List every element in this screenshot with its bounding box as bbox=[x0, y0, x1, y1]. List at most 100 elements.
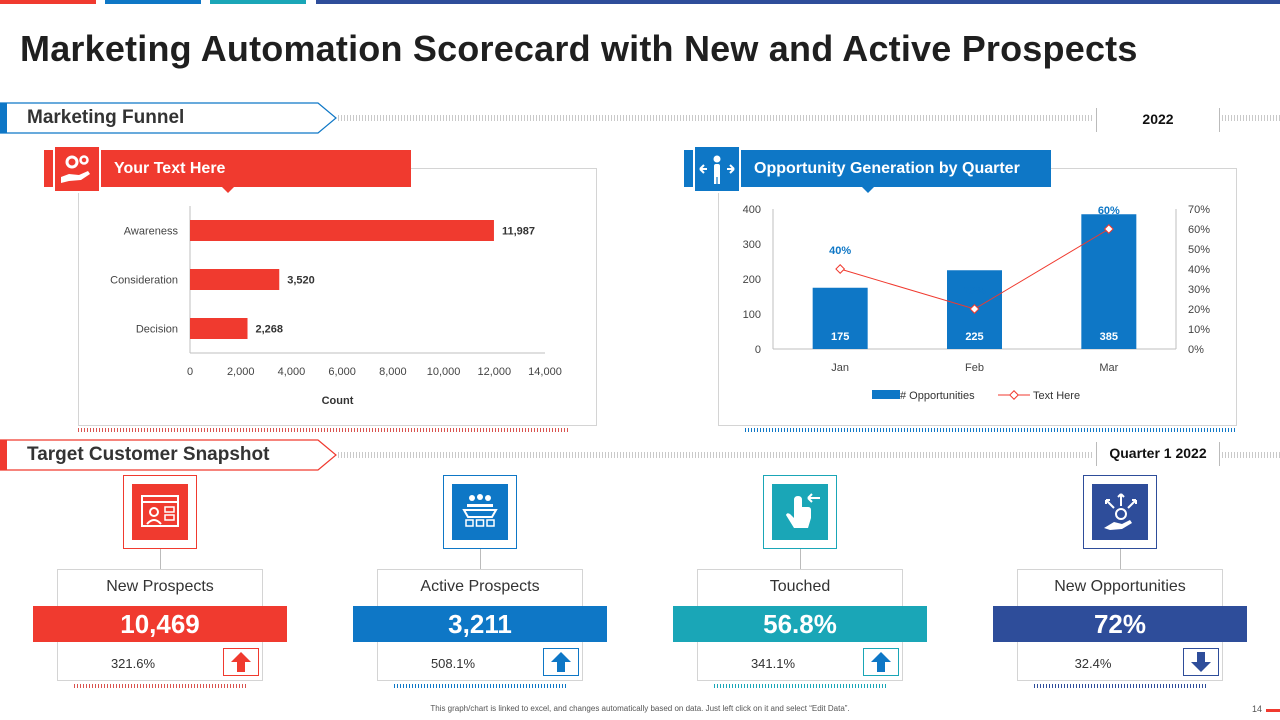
opp-y2-tick-label: 70% bbox=[1188, 204, 1210, 216]
funnel-banner-label: Your Text Here bbox=[114, 160, 226, 177]
opp-line-value-label: 40% bbox=[829, 245, 851, 257]
funnel-chart-panel bbox=[78, 168, 597, 426]
opp-bar bbox=[812, 287, 868, 349]
opp-y2-tick-label: 20% bbox=[1188, 304, 1210, 316]
legend-line-marker bbox=[1009, 390, 1019, 400]
funnel-panel-rule bbox=[78, 428, 570, 432]
kpi-label: New Opportunities bbox=[1054, 578, 1186, 595]
funnel-x-tick-label: 10,000 bbox=[427, 366, 461, 378]
top-accent-red bbox=[0, 0, 96, 4]
funnel-year: 2022 bbox=[1096, 108, 1220, 132]
opp-line-marker bbox=[1103, 224, 1114, 234]
legend-bar-swatch bbox=[872, 390, 900, 399]
snapshot-section-rule bbox=[338, 452, 1094, 458]
arrow-down-icon bbox=[1183, 648, 1219, 676]
kpi-change: 32.4% bbox=[1074, 656, 1112, 671]
funnel-value-label: 2,268 bbox=[256, 324, 284, 336]
opp-y-tick-label: 0 bbox=[755, 344, 761, 356]
arrow-up-icon bbox=[223, 648, 259, 676]
kpi-stem bbox=[480, 549, 481, 569]
gear-hand-icon bbox=[53, 145, 101, 193]
kpi-active-prospects-icon-box bbox=[443, 475, 517, 549]
opp-y2-tick-label: 30% bbox=[1188, 284, 1210, 296]
funnel-x-tick-label: 0 bbox=[187, 366, 193, 378]
opp-y2-tick-label: 10% bbox=[1188, 324, 1210, 336]
kpi-rule bbox=[74, 684, 246, 688]
opp-x-tick-label: Mar bbox=[1099, 362, 1118, 374]
funnel-x-tick-label: 6,000 bbox=[328, 366, 356, 378]
opp-y-tick-label: 300 bbox=[743, 239, 761, 251]
kpi-change: 321.6% bbox=[110, 656, 156, 671]
kpi-label: New Prospects bbox=[106, 578, 214, 595]
funnel-year-rule bbox=[1222, 115, 1280, 121]
top-accent-blue bbox=[105, 0, 201, 4]
kpi-value: 56.8% bbox=[673, 606, 927, 642]
funnel-bar bbox=[190, 269, 280, 290]
opp-y-tick-label: 100 bbox=[743, 309, 761, 321]
group-funnel-icon bbox=[452, 484, 508, 540]
snapshot-section-tab bbox=[0, 439, 337, 471]
opp-banner-pointer bbox=[861, 186, 875, 193]
kpi-stem bbox=[160, 549, 161, 569]
opp-x-tick-label: Feb bbox=[965, 362, 984, 374]
opp-line-marker bbox=[969, 304, 980, 314]
page-title: Marketing Automation Scorecard with New … bbox=[20, 28, 1138, 69]
funnel-section-label: Marketing Funnel bbox=[27, 107, 185, 128]
arrow-up-icon bbox=[863, 648, 899, 676]
funnel-banner bbox=[44, 150, 411, 187]
opp-y2-tick-label: 0% bbox=[1188, 344, 1204, 356]
kpi-stem bbox=[800, 549, 801, 569]
opp-x-tick-label: Jan bbox=[831, 362, 849, 374]
funnel-x-axis-title: Count bbox=[322, 395, 354, 407]
opp-y2-tick-label: 60% bbox=[1188, 224, 1210, 236]
snapshot-period: Quarter 1 2022 bbox=[1096, 442, 1220, 466]
opp-line-value-label: 60% bbox=[1098, 205, 1120, 217]
person-arrows-icon bbox=[693, 145, 741, 193]
kpi-label: Active Prospects bbox=[420, 578, 540, 595]
funnel-x-tick-label: 4,000 bbox=[278, 366, 306, 378]
kpi-stem bbox=[1120, 549, 1121, 569]
kpi-value: 72% bbox=[993, 606, 1247, 642]
opp-y2-tick-label: 50% bbox=[1188, 244, 1210, 256]
opp-banner-label: Opportunity Generation by Quarter bbox=[754, 160, 1020, 177]
funnel-bar-chart: Awareness 11,987 Consideration 3,520 Decisio… bbox=[110, 206, 562, 407]
kpi-value: 10,469 bbox=[33, 606, 287, 642]
funnel-banner-pointer bbox=[221, 186, 235, 193]
opp-bar-value-label: 385 bbox=[1100, 331, 1118, 343]
funnel-category-label: Awareness bbox=[124, 226, 179, 238]
opp-y-tick-label: 400 bbox=[743, 204, 761, 216]
funnel-value-label: 3,520 bbox=[287, 275, 315, 287]
hand-arrows-icon bbox=[1092, 484, 1148, 540]
opp-panel-rule bbox=[745, 428, 1235, 432]
opp-bar-value-label: 175 bbox=[831, 331, 849, 343]
kpi-value: 3,211 bbox=[353, 606, 607, 642]
funnel-section-rule bbox=[338, 115, 1094, 121]
person-checklist-icon bbox=[132, 484, 188, 540]
kpi-rule bbox=[394, 684, 566, 688]
arrow-up-icon bbox=[543, 648, 579, 676]
funnel-bar bbox=[190, 220, 494, 241]
kpi-rule bbox=[1034, 684, 1206, 688]
kpi-new-prospects-icon-box bbox=[123, 475, 197, 549]
funnel-category-label: Decision bbox=[136, 324, 178, 336]
funnel-x-tick-label: 12,000 bbox=[477, 366, 511, 378]
opp-bar-value-label: 225 bbox=[965, 331, 983, 343]
kpi-change: 508.1% bbox=[430, 656, 476, 671]
kpi-new-opportunities-icon-box bbox=[1083, 475, 1157, 549]
funnel-x-tick-label: 8,000 bbox=[379, 366, 407, 378]
kpi-change: 341.1% bbox=[750, 656, 796, 671]
legend-bar-label: # Opportunities bbox=[900, 390, 975, 402]
kpi-touched-icon-box bbox=[763, 475, 837, 549]
opp-y2-tick-label: 40% bbox=[1188, 264, 1210, 276]
funnel-bar bbox=[190, 318, 248, 339]
legend-line-label: Text Here bbox=[1033, 390, 1080, 402]
funnel-value-label: 11,987 bbox=[502, 226, 535, 238]
top-accent-navy bbox=[316, 0, 1280, 4]
opp-line-marker bbox=[835, 264, 846, 274]
funnel-category-label: Consideration bbox=[110, 275, 178, 287]
opp-bar bbox=[1081, 214, 1137, 349]
kpi-label: Touched bbox=[769, 578, 831, 595]
snapshot-section-label: Target Customer Snapshot bbox=[27, 444, 270, 465]
funnel-x-tick-label: 2,000 bbox=[227, 366, 255, 378]
footer-note: This graph/chart is linked to excel, and… bbox=[430, 704, 850, 713]
